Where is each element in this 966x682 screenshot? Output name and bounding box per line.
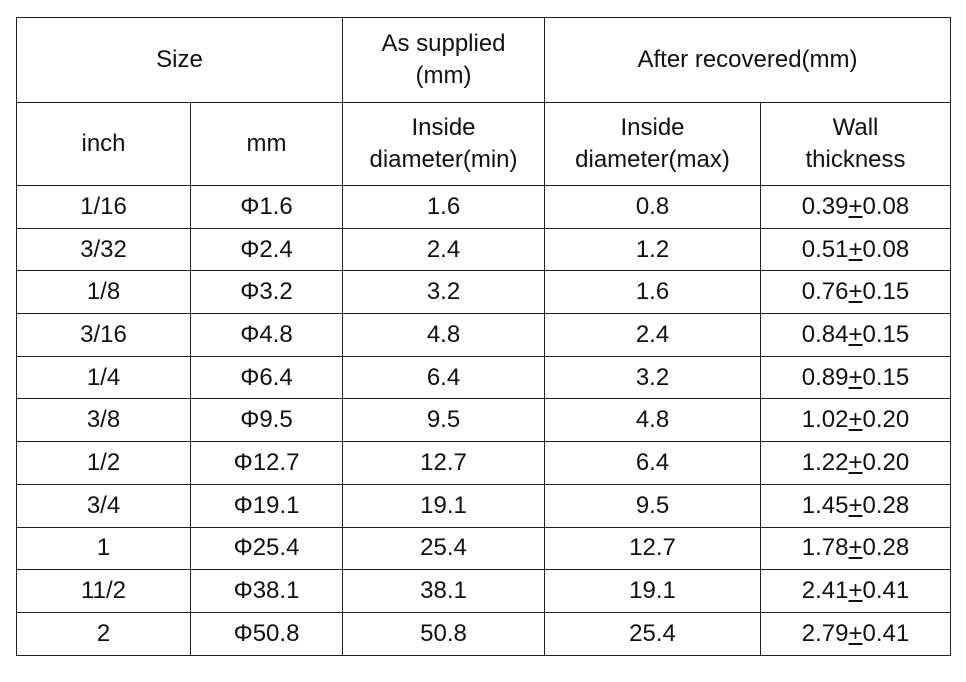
data-cell: 2 [16, 611, 191, 656]
data-cell: Φ25.4 [190, 526, 343, 571]
data-cell: 1.78+0.28 [759, 526, 952, 571]
data-cell: Φ38.1 [190, 569, 343, 613]
data-row: 1 Φ25.4 25.4 12.7 1.78+0.28 [16, 526, 952, 571]
data-cell: 0.76+0.15 [759, 270, 952, 315]
data-cell: 3.2 [342, 270, 545, 315]
header-cell: Inside diameter(min) [342, 102, 545, 186]
data-cell: Φ12.7 [190, 441, 343, 485]
data-cell: Φ9.5 [190, 398, 343, 443]
data-cell: 1.02+0.20 [759, 398, 952, 443]
data-row: 1/2 Φ12.7 12.7 6.4 1.22+0.20 [16, 441, 952, 485]
data-row: 1/4 Φ6.4 6.4 3.2 0.89+0.15 [16, 355, 952, 400]
data-row: 3/4 Φ19.1 19.1 9.5 1.45+0.28 [16, 483, 952, 528]
data-cell: 0.89+0.15 [759, 355, 952, 400]
header-cell: Size [16, 17, 343, 103]
data-cell: 3/8 [16, 398, 191, 443]
data-cell: 19.1 [544, 569, 761, 613]
header-cell: mm [190, 102, 343, 186]
data-cell: 38.1 [342, 569, 545, 613]
header-row: inch mm Inside diameter(min) Inside diam… [16, 102, 952, 186]
data-cell: Φ1.6 [190, 185, 343, 229]
data-cell: 6.4 [342, 355, 545, 400]
data-cell: Φ2.4 [190, 227, 343, 272]
data-cell: 1 [16, 526, 191, 571]
data-cell: 1/16 [16, 185, 191, 229]
data-cell: 6.4 [544, 441, 761, 485]
data-cell: Φ6.4 [190, 355, 343, 400]
data-cell: 25.4 [342, 526, 545, 571]
data-cell: 9.5 [544, 483, 761, 528]
data-cell: 1.6 [544, 270, 761, 315]
data-cell: 3/16 [16, 313, 191, 357]
header-cell: inch [16, 102, 191, 186]
data-cell: 2.79+0.41 [759, 611, 952, 656]
data-cell: 1/2 [16, 441, 191, 485]
data-cell: 2.4 [544, 313, 761, 357]
size-table: Size As supplied (mm) After recovered(mm… [16, 17, 952, 656]
data-cell: 1/8 [16, 270, 191, 315]
data-cell: 2.4 [342, 227, 545, 272]
data-row: 3/32 Φ2.4 2.4 1.2 0.51+0.08 [16, 227, 952, 272]
data-cell: 2.41+0.41 [759, 569, 952, 613]
data-cell: 0.39+0.08 [759, 185, 952, 229]
data-cell: 19.1 [342, 483, 545, 528]
data-cell: 3/32 [16, 227, 191, 272]
data-cell: 11/2 [16, 569, 191, 613]
data-cell: 0.51+0.08 [759, 227, 952, 272]
data-cell: 50.8 [342, 611, 545, 656]
data-row: 1/8 Φ3.2 3.2 1.6 0.76+0.15 [16, 270, 952, 315]
header-cell: As supplied (mm) [342, 17, 545, 103]
data-cell: 12.7 [544, 526, 761, 571]
data-row: 2 Φ50.8 50.8 25.4 2.79+0.41 [16, 611, 952, 656]
data-cell: Φ50.8 [190, 611, 343, 656]
header-cell: Wall thickness [759, 102, 952, 186]
data-cell: 12.7 [342, 441, 545, 485]
table-body: Size As supplied (mm) After recovered(mm… [16, 17, 952, 656]
data-cell: 4.8 [342, 313, 545, 357]
data-cell: 3.2 [544, 355, 761, 400]
data-cell: 4.8 [544, 398, 761, 443]
data-cell: 1.6 [342, 185, 545, 229]
data-cell: Φ4.8 [190, 313, 343, 357]
data-cell: 1/4 [16, 355, 191, 400]
data-row: 3/16 Φ4.8 4.8 2.4 0.84+0.15 [16, 313, 952, 357]
data-cell: Φ3.2 [190, 270, 343, 315]
data-cell: 25.4 [544, 611, 761, 656]
data-cell: 1.45+0.28 [759, 483, 952, 528]
data-cell: 9.5 [342, 398, 545, 443]
data-cell: 1.22+0.20 [759, 441, 952, 485]
data-row: 1/16 Φ1.6 1.6 0.8 0.39+0.08 [16, 185, 952, 229]
data-cell: 0.8 [544, 185, 761, 229]
data-cell: 0.84+0.15 [759, 313, 952, 357]
data-row: 3/8 Φ9.5 9.5 4.8 1.02+0.20 [16, 398, 952, 443]
header-row: Size As supplied (mm) After recovered(mm… [16, 17, 952, 103]
data-cell: Φ19.1 [190, 483, 343, 528]
header-cell: After recovered(mm) [543, 17, 952, 103]
data-cell: 3/4 [16, 483, 191, 528]
data-cell: 1.2 [544, 227, 761, 272]
header-cell: Inside diameter(max) [544, 102, 761, 186]
data-row: 11/2 Φ38.1 38.1 19.1 2.41+0.41 [16, 569, 952, 613]
